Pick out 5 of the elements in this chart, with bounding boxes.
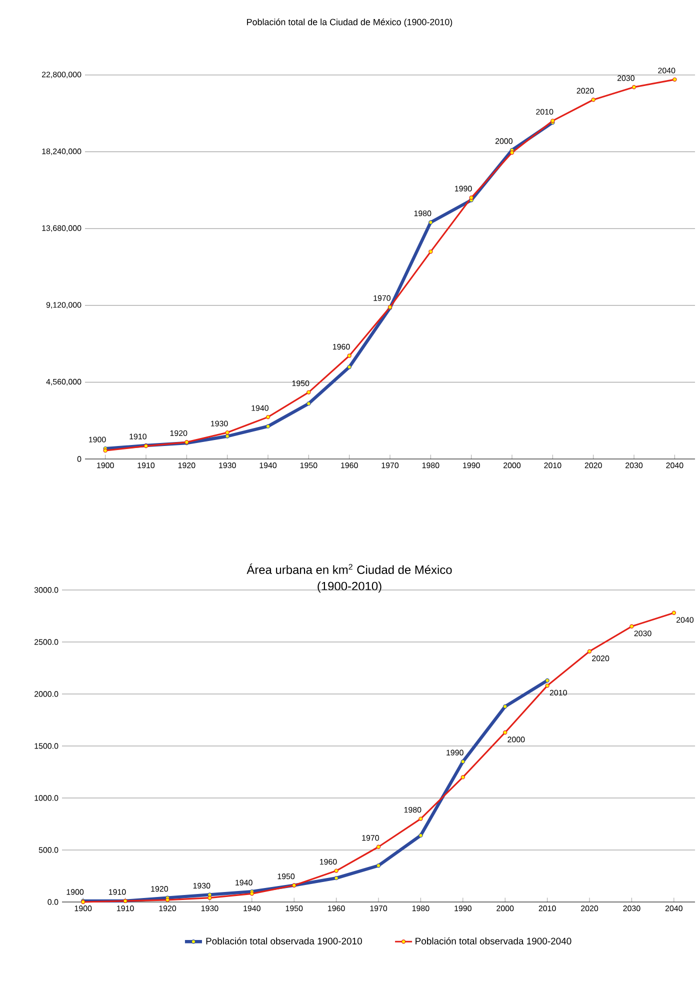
legend-label: Población total observada 1900-2010 xyxy=(206,937,362,944)
chart-title: Población total de la Ciudad de México (1900-2010) xyxy=(247,18,452,27)
chart-title: Área urbana en km$^{2}$ Ciudad de México xyxy=(246,564,452,574)
chart-subtitle: (1900-2010) xyxy=(318,582,382,593)
legend-label: Población total observada 1900-2040 xyxy=(416,937,572,944)
